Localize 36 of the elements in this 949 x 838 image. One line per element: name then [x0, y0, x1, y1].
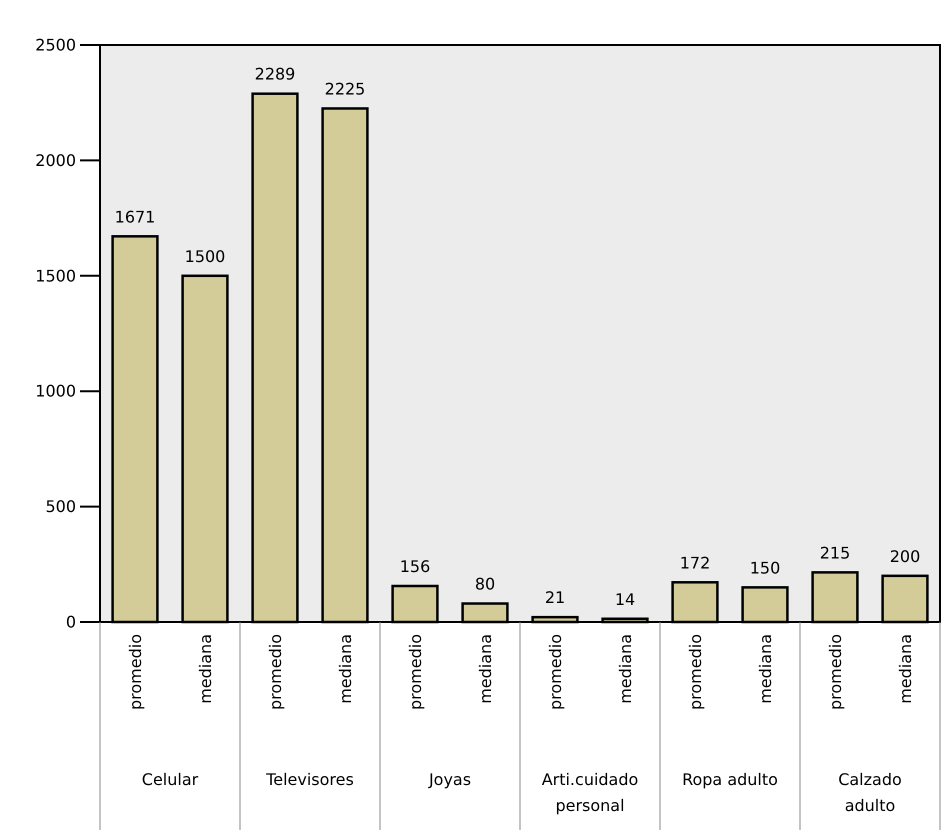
- data-label: 21: [544, 588, 566, 608]
- data-label: 150: [750, 558, 780, 578]
- x-tick-label: mediana: [616, 634, 635, 704]
- x-tick-label: mediana: [756, 634, 775, 704]
- x-tick-label: mediana: [336, 634, 355, 704]
- y-tick-label: 2000: [35, 150, 76, 170]
- y-tick-label: 0: [66, 612, 76, 632]
- text: Arti.cuidado personal: [542, 770, 638, 815]
- text: Televisores: [265, 770, 354, 789]
- data-label: 2225: [324, 79, 366, 98]
- x-tick-label: promedio: [406, 634, 425, 710]
- x-tick-label: promedio: [266, 634, 285, 710]
- data-label: 156: [400, 556, 430, 576]
- y-tick-label: 1500: [35, 266, 76, 286]
- text: Ropa adulto: [682, 770, 778, 789]
- x-tick-label: mediana: [896, 634, 915, 704]
- x-tick-label: promedio: [686, 634, 705, 710]
- data-label: 200: [890, 546, 920, 566]
- data-label: 172: [680, 553, 710, 572]
- x-tick-label: mediana: [196, 634, 215, 704]
- x-tick-label: promedio: [126, 634, 145, 710]
- data-label: 215: [820, 543, 850, 562]
- x-tick-label: promedio: [546, 634, 565, 710]
- text: Calzado adulto: [838, 770, 902, 815]
- y-tick-label: 1000: [35, 382, 76, 401]
- y-tick-label: 500: [45, 497, 76, 516]
- text: Celular: [142, 770, 199, 789]
- x-tick-label: mediana: [476, 634, 495, 704]
- x-tick-label: promedio: [826, 634, 845, 710]
- data-label: 14: [614, 590, 636, 609]
- data-label: 1671: [114, 207, 156, 226]
- data-label: 80: [474, 574, 496, 594]
- data-label: 2289: [254, 64, 296, 84]
- y-tick-label: 2500: [35, 36, 76, 54]
- text: Joyas: [428, 770, 472, 789]
- data-label: 1500: [184, 246, 226, 266]
